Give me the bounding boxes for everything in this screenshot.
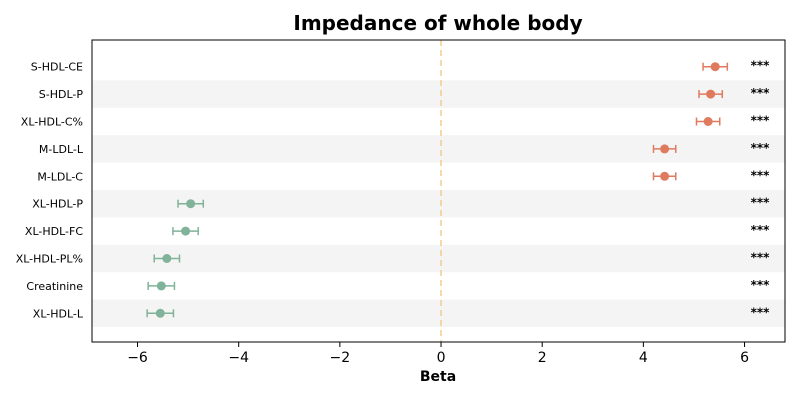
data-point	[162, 254, 172, 263]
data-point	[186, 199, 196, 209]
significance-label: ***	[751, 305, 771, 319]
x-tick-label: −4	[228, 350, 249, 366]
category-label: XL-HDL-P	[32, 198, 83, 211]
x-tick-label: 6	[740, 350, 749, 366]
significance-label: ***	[751, 168, 771, 182]
significance-label: ***	[751, 114, 771, 128]
data-point	[660, 144, 670, 154]
row-band	[92, 135, 785, 163]
data-point	[710, 62, 720, 72]
x-tick-label: −6	[127, 350, 148, 366]
chart-title: Impedance of whole body	[293, 11, 582, 35]
category-label: M-LDL-L	[39, 143, 84, 156]
significance-label: ***	[751, 278, 771, 292]
x-axis-label: Beta	[420, 369, 456, 385]
data-point	[706, 89, 716, 99]
row-band	[92, 80, 785, 108]
data-point	[660, 171, 670, 181]
x-tick-label: −2	[330, 350, 351, 366]
data-point	[156, 281, 166, 291]
row-band	[92, 299, 785, 327]
row-band	[92, 190, 785, 218]
data-point	[155, 308, 165, 318]
plot-frame	[91, 39, 786, 343]
x-tick-label: 0	[437, 350, 446, 366]
row-band	[92, 244, 785, 273]
significance-label: ***	[751, 86, 771, 100]
category-label: S-HDL-CE	[31, 61, 83, 74]
significance-labels: *** *** *** *** *** *** *** *** *** ***	[751, 59, 771, 320]
category-label: XL-HDL-L	[33, 307, 84, 320]
category-label: M-LDL-C	[37, 170, 83, 183]
category-label: XL-HDL-PL%	[16, 253, 83, 266]
significance-label: ***	[751, 223, 771, 237]
data-point	[181, 226, 191, 236]
category-label: S-HDL-P	[39, 88, 84, 101]
data-points	[155, 62, 720, 318]
category-label: XL-HDL-FC	[25, 225, 83, 238]
significance-label: ***	[751, 141, 771, 155]
data-point	[703, 117, 713, 126]
x-tick-label: 2	[538, 350, 547, 366]
category-label: XL-HDL-C%	[21, 116, 83, 129]
x-tick-label: 4	[639, 350, 648, 366]
category-labels: S-HDL-CE S-HDL-P XL-HDL-C% M-LDL-L M-LDL-C XL…	[16, 61, 84, 321]
significance-label: ***	[751, 59, 771, 73]
significance-label: ***	[751, 196, 771, 210]
category-label: Creatinine	[26, 280, 83, 293]
x-axis-ticks: −6 −4 −2 0 2 4 6	[127, 342, 749, 366]
significance-label: ***	[751, 251, 771, 265]
